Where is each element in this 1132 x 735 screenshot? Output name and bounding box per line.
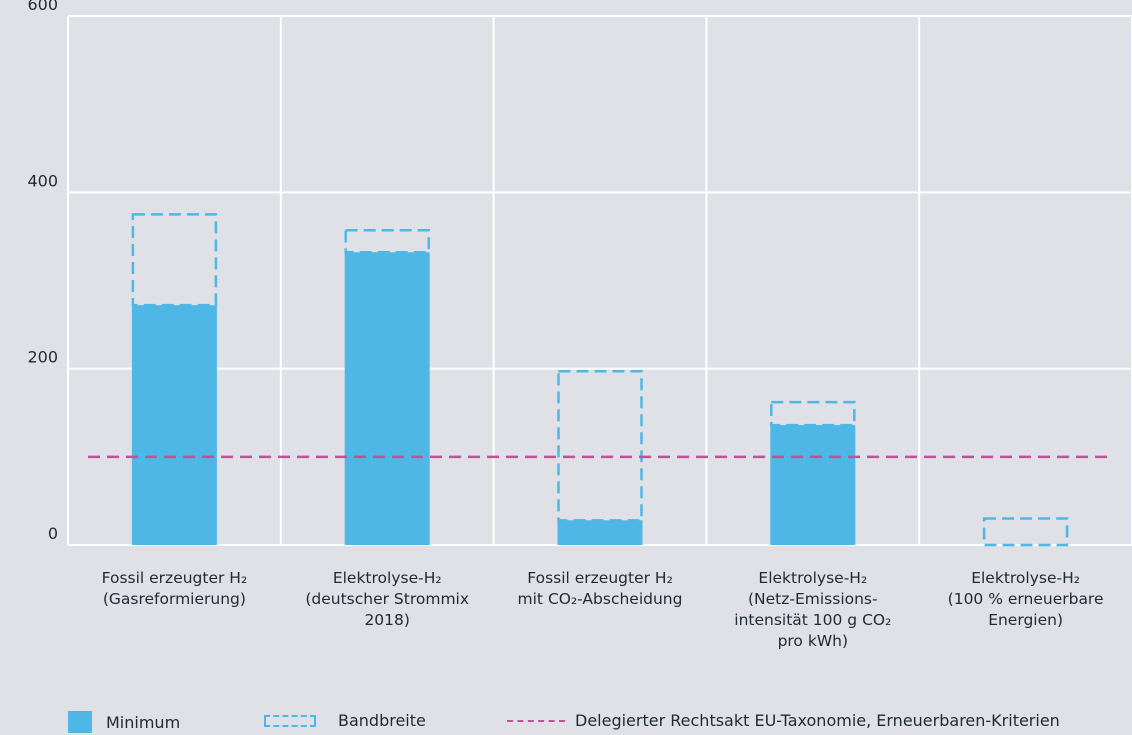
bar-range <box>131 213 218 307</box>
x-category-label-line: (100 % erneuerbare <box>948 590 1104 608</box>
bar-range <box>344 228 430 254</box>
legend-item-band: Bandbreite <box>264 711 426 730</box>
x-category-label: Elektrolyse-H₂ (deutscher Strommix 2018) <box>305 569 469 629</box>
x-category-label-line: 2018) <box>364 611 410 629</box>
x-category-label: Elektrolyse-H₂ (Netz-Emissions-intensität… <box>734 569 891 650</box>
x-category-label-line: Elektrolyse-H₂ <box>971 569 1080 587</box>
bar-range <box>982 517 1069 547</box>
x-category-label-line: Fossil erzeugter H₂ <box>102 569 248 587</box>
legend-swatch-minimum <box>68 711 92 733</box>
bar-chart: 0 200 400 600 Fossil erzeugter H₂ (Gasreformi… <box>27 0 1132 650</box>
bar-minimum <box>131 305 217 545</box>
x-category-label-line: Elektrolyse-H₂ <box>758 569 867 587</box>
bar-minimum <box>770 425 856 545</box>
y-tick-label: 600 <box>27 0 58 14</box>
x-category-label-line: (Netz-Emissions- <box>748 590 878 608</box>
x-category-label: Fossil erzeugter H₂ mit CO₂-Abscheidung <box>518 569 683 608</box>
x-category-label: Elektrolyse-H₂ (100 % erneuerbare Energien… <box>948 569 1104 629</box>
bar-minimum <box>344 252 430 545</box>
y-tick-label: 200 <box>27 348 58 367</box>
x-category-label-line: (deutscher Strommix <box>305 590 469 608</box>
x-category-label-line: Fossil erzeugter H₂ <box>527 569 673 587</box>
legend-swatch-reference <box>507 719 565 722</box>
legend-item-reference: Delegierter Rechtsakt EU-Taxonomie, Erne… <box>507 711 1060 730</box>
legend-item-minimum: Minimum <box>68 711 180 733</box>
x-category-label: Fossil erzeugter H₂ (Gasreformierung) <box>102 569 248 608</box>
x-category-label-line: pro kWh) <box>778 632 848 650</box>
legend-label-band: Bandbreite <box>338 711 426 730</box>
y-tick-label: 400 <box>27 171 58 190</box>
legend-label-minimum: Minimum <box>106 712 181 732</box>
x-category-label-line: Elektrolyse-H₂ <box>333 569 442 587</box>
legend: Minimum Bandbreite Delegierter Rechtsakt… <box>0 711 1132 735</box>
bar-range <box>557 370 643 522</box>
x-category-label-line: intensität 100 g CO₂ <box>734 611 891 629</box>
y-tick-label: 0 <box>48 524 58 543</box>
legend-label-reference: Delegierter Rechtsakt EU-Taxonomie, Erne… <box>575 711 1060 730</box>
legend-swatch-band <box>264 714 316 727</box>
x-category-label-line: (Gasreformierung) <box>103 590 246 608</box>
x-category-label-line: mit CO₂-Abscheidung <box>518 590 683 608</box>
bar-range <box>770 400 856 427</box>
bar-minimum <box>557 520 643 545</box>
x-category-label-line: Energien) <box>988 611 1063 629</box>
